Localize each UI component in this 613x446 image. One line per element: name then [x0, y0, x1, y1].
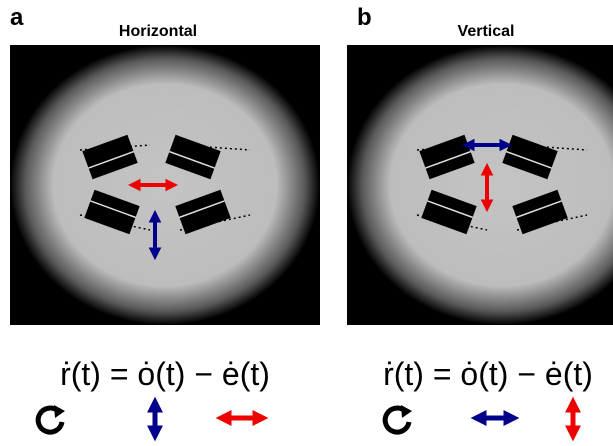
- panel-title: Vertical: [458, 23, 515, 40]
- equation: ṙ(t) = ȯ(t) − ė(t): [383, 356, 593, 392]
- stimulus-background: [347, 45, 613, 325]
- rotation-icon: [38, 405, 65, 432]
- figure: a Horizontal ṙ(t) = ȯ(t) − ė(t) b Vertic…: [0, 0, 613, 446]
- equation: ṙ(t) = ȯ(t) − ė(t): [60, 356, 270, 392]
- rotation-icon: [385, 405, 412, 432]
- panel-title: Horizontal: [119, 23, 197, 40]
- panel-letter: a: [10, 4, 24, 31]
- panel-letter: b: [357, 4, 372, 31]
